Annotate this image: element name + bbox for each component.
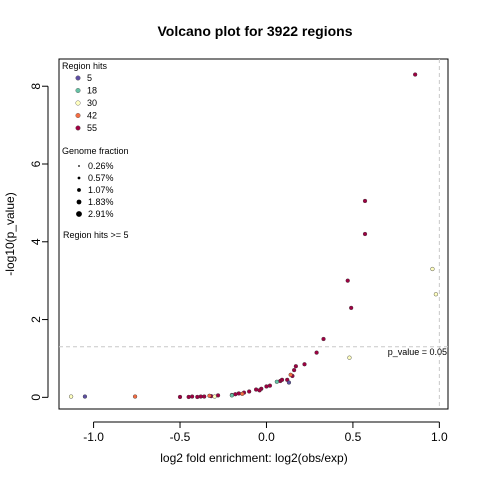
y-tick-label: 4 xyxy=(29,238,43,245)
data-point xyxy=(132,394,138,399)
legend-region-hits-label: 30 xyxy=(87,98,97,108)
legend-region-hits-label: 18 xyxy=(87,86,97,96)
legend-size-swatch xyxy=(76,199,82,205)
data-point xyxy=(253,387,259,392)
legend-genome-fraction-title: Genome fraction xyxy=(62,146,129,156)
x-tick-label: -0.5 xyxy=(170,430,191,444)
data-point xyxy=(229,393,234,398)
y-tick-label: 0 xyxy=(29,394,43,401)
data-point xyxy=(279,377,285,382)
data-point xyxy=(321,336,326,342)
legend-genome-fraction-label: 1.83% xyxy=(88,197,114,207)
x-tick-label: -1.0 xyxy=(83,430,104,444)
data-point xyxy=(233,392,238,397)
legend-color-swatch xyxy=(75,75,81,81)
plot-frame xyxy=(58,58,449,410)
data-point xyxy=(202,394,207,399)
x-tick-label: 0.0 xyxy=(258,430,275,444)
y-axis-label: -log10(p_value) xyxy=(3,192,17,275)
data-point xyxy=(247,389,252,394)
legend-region-hits-label: 55 xyxy=(87,123,97,133)
data-point xyxy=(236,391,241,396)
data-point xyxy=(207,393,212,398)
x-tick-label: 1.0 xyxy=(431,430,448,444)
data-point xyxy=(286,380,292,385)
data-point xyxy=(347,355,352,360)
y-tick-label: 2 xyxy=(29,316,43,323)
data-point xyxy=(264,384,269,389)
legend-genome-fraction-label: 0.57% xyxy=(88,173,114,183)
y-axis: 0 2 4 6 8 xyxy=(29,83,49,401)
legend-genome-fraction-label: 0.26% xyxy=(88,161,114,171)
x-axis: -1.0 -0.5 0.0 0.5 1.0 xyxy=(83,421,448,444)
legend-color-swatch xyxy=(75,100,81,106)
data-point xyxy=(302,362,307,367)
data-point xyxy=(69,394,74,399)
x-axis-label: log2 fold enrichment: log2(obs/exp) xyxy=(160,451,347,465)
data-point xyxy=(195,394,200,400)
data-point xyxy=(215,393,221,398)
data-point xyxy=(293,364,298,369)
legend-region-hits-label: 5 xyxy=(87,73,92,83)
data-point xyxy=(413,72,418,77)
legend-genome-fraction-label: 2.91% xyxy=(88,209,114,219)
data-point xyxy=(257,388,262,393)
data-point xyxy=(274,379,279,384)
data-point xyxy=(349,305,354,310)
y-tick-label: 6 xyxy=(29,160,43,167)
data-point xyxy=(198,394,203,399)
legend-region-hits-label: 42 xyxy=(87,111,97,121)
legend-size-swatch xyxy=(78,165,80,167)
data-point xyxy=(190,394,195,399)
legend-size-swatch xyxy=(77,176,81,180)
data-point xyxy=(433,292,438,297)
data-points xyxy=(69,72,438,400)
reference-lines xyxy=(59,59,448,409)
data-point xyxy=(345,278,350,283)
x-tick-label: 0.5 xyxy=(345,430,362,444)
data-point xyxy=(267,383,273,388)
legend-genome-fraction: Genome fraction 0.26% 0.57% 1.07% 1.83% 2.91… xyxy=(62,146,129,219)
data-point xyxy=(212,394,217,399)
data-point xyxy=(362,198,368,204)
data-point xyxy=(292,368,297,373)
legend-color-swatch xyxy=(75,112,81,118)
data-point xyxy=(240,391,245,396)
legend-size-swatch xyxy=(77,188,81,192)
data-point xyxy=(186,394,191,400)
data-point xyxy=(430,266,435,272)
data-point xyxy=(82,394,88,399)
data-point xyxy=(362,231,368,237)
data-point xyxy=(288,372,293,377)
region-hits-note: Region hits >= 5 xyxy=(63,230,129,240)
y-tick-label: 8 xyxy=(29,83,43,90)
data-point xyxy=(177,394,183,400)
legend-region-hits-title: Region hits xyxy=(62,61,108,71)
legend-color-swatch xyxy=(75,87,81,93)
legend-region-hits: Region hits 5 18 30 42 55 xyxy=(62,61,108,133)
legend-size-swatch xyxy=(76,211,82,217)
chart-title: Volcano plot for 3922 regions xyxy=(157,23,352,39)
legend-color-swatch xyxy=(75,125,81,131)
data-point xyxy=(314,350,319,355)
legend-genome-fraction-label: 1.07% xyxy=(88,185,114,195)
threshold-label: p_value = 0.05 xyxy=(388,347,447,357)
